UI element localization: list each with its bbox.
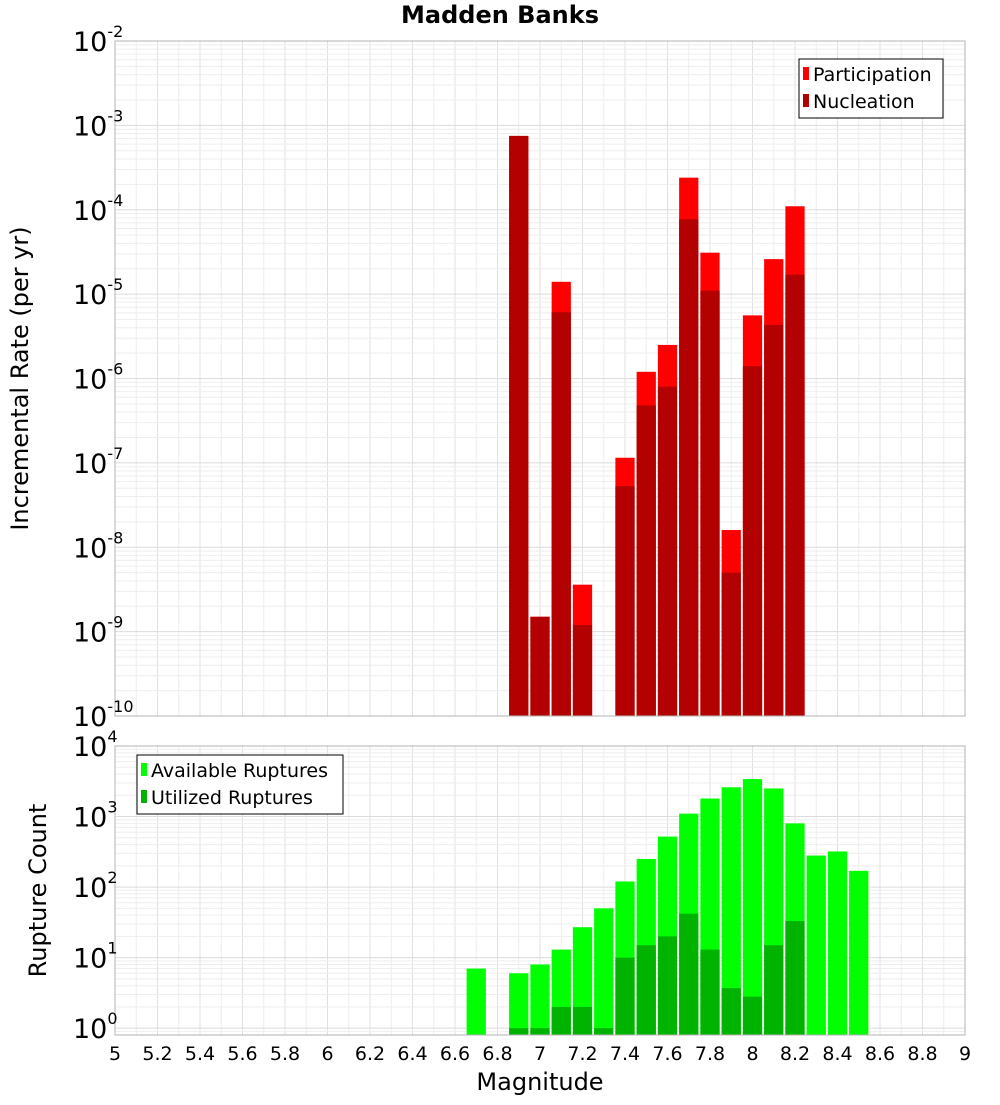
x-tick-label: 6 bbox=[321, 1043, 333, 1065]
rate-plot: 10-10 10-9 10-8 10-7 10-6 10-5 10-4 10-3 10-2 Inc… bbox=[6, 22, 966, 733]
utilized-ruptures-bar bbox=[594, 1028, 614, 1035]
legend-label: Utilized Ruptures bbox=[151, 787, 313, 809]
utilized-ruptures-bar bbox=[700, 949, 720, 1035]
y-tick-label: 10-5 bbox=[73, 275, 123, 311]
x-tick-label: 8.8 bbox=[907, 1043, 937, 1065]
legend-box bbox=[798, 58, 944, 119]
utilized-ruptures-bar bbox=[679, 913, 699, 1035]
available-ruptures-bar bbox=[594, 908, 614, 1035]
x-tick-label: 5.6 bbox=[227, 1043, 257, 1065]
nucleation-bar bbox=[764, 325, 784, 716]
nucleation-bar bbox=[679, 219, 699, 717]
x-tick-label: 8.6 bbox=[865, 1043, 895, 1065]
available-ruptures-bar bbox=[721, 787, 741, 1035]
x-tick-label: 6.8 bbox=[482, 1043, 512, 1065]
legend-swatch bbox=[803, 67, 809, 80]
x-tick-label: 5.2 bbox=[142, 1043, 172, 1065]
utilized-ruptures-bar bbox=[764, 945, 784, 1035]
y-tick-label: 102 bbox=[73, 868, 118, 904]
utilized-ruptures-bar bbox=[721, 988, 741, 1035]
y-tick-label: 10-10 bbox=[73, 697, 134, 733]
nucleation-bar bbox=[636, 405, 656, 716]
available-ruptures-bar bbox=[509, 973, 529, 1035]
y-tick-label: 103 bbox=[73, 798, 118, 834]
x-tick-label: 7.4 bbox=[610, 1043, 640, 1065]
legend-swatch bbox=[803, 94, 809, 107]
available-ruptures-bar bbox=[742, 779, 763, 1035]
x-tick-label: 5 bbox=[109, 1043, 121, 1065]
y-tick-label: 10-6 bbox=[73, 360, 123, 396]
legend-swatch bbox=[141, 763, 147, 776]
utilized-ruptures-bar bbox=[572, 1006, 593, 1035]
nucleation-bar bbox=[509, 135, 529, 717]
nucleation-bar bbox=[572, 624, 593, 716]
utilized-ruptures-bar bbox=[742, 996, 763, 1035]
x-tick-label: 7.6 bbox=[652, 1043, 682, 1065]
x-tick-label: 7.2 bbox=[567, 1043, 597, 1065]
x-tick-label: 6.4 bbox=[397, 1043, 427, 1065]
y-tick-label: 10-8 bbox=[73, 528, 123, 564]
y-tick-label: 10-2 bbox=[73, 22, 123, 58]
x-tick-label: 9 bbox=[959, 1043, 971, 1065]
chart-title: Madden Banks bbox=[401, 1, 599, 29]
utilized-ruptures-bar bbox=[636, 945, 656, 1035]
available-ruptures-bar bbox=[530, 964, 550, 1035]
utilized-ruptures-bar bbox=[657, 936, 678, 1035]
utilized-ruptures-bar bbox=[551, 1006, 571, 1035]
rupture-count-plot: 100 101 102 103 104 Rupture Count 5 5.2 5.4 5.6 5.… bbox=[24, 727, 971, 1065]
legend-label: Nucleation bbox=[813, 91, 915, 113]
y-tick-label: 100 bbox=[73, 1009, 118, 1045]
available-ruptures-bar bbox=[466, 968, 486, 1035]
legend-swatch bbox=[141, 790, 147, 803]
x-axis-label: Magnitude bbox=[476, 1068, 603, 1096]
x-tick-label: 8.2 bbox=[780, 1043, 810, 1065]
x-tick-label: 7.8 bbox=[695, 1043, 725, 1065]
utilized-ruptures-bar bbox=[785, 921, 805, 1035]
available-ruptures-bar bbox=[849, 870, 869, 1035]
legend-label: Available Ruptures bbox=[151, 760, 328, 782]
nucleation-bar bbox=[721, 572, 741, 716]
x-tick-label: 6.6 bbox=[440, 1043, 470, 1065]
x-tick-label: 7 bbox=[534, 1043, 546, 1065]
y-tick-label: 101 bbox=[73, 939, 118, 975]
utilized-ruptures-bar bbox=[530, 1028, 550, 1035]
plot-frame bbox=[114, 40, 966, 717]
y-axis-label: Incremental Rate (per yr) bbox=[6, 226, 34, 530]
nucleation-bar bbox=[785, 274, 805, 716]
x-tick-label: 5.8 bbox=[270, 1043, 300, 1065]
y-tick-label: 10-4 bbox=[73, 191, 123, 227]
x-tick-label: 8 bbox=[746, 1043, 758, 1065]
plot-frame bbox=[114, 745, 966, 1036]
y-tick-label: 10-7 bbox=[73, 444, 123, 480]
x-tick-label: 5.4 bbox=[185, 1043, 215, 1065]
utilized-ruptures-bar bbox=[509, 1028, 529, 1035]
x-tick-label: 6.2 bbox=[355, 1043, 385, 1065]
y-axis-label: Rupture Count bbox=[24, 804, 52, 978]
utilized-ruptures-bar bbox=[615, 957, 635, 1035]
nucleation-bar bbox=[615, 486, 635, 716]
legend-box bbox=[136, 754, 344, 815]
nucleation-bar bbox=[742, 366, 763, 716]
x-tick-label: 8.4 bbox=[822, 1043, 852, 1065]
y-tick-label: 10-3 bbox=[73, 106, 123, 142]
available-ruptures-bar bbox=[827, 851, 848, 1035]
available-ruptures-bar bbox=[806, 855, 826, 1035]
nucleation-bar bbox=[657, 386, 678, 716]
y-tick-label: 10-9 bbox=[73, 613, 123, 649]
y-tick-label: 104 bbox=[73, 727, 118, 763]
nucleation-bar bbox=[700, 290, 720, 716]
nucleation-bar bbox=[530, 616, 550, 716]
nucleation-bar bbox=[551, 312, 571, 716]
legend-label: Participation bbox=[813, 64, 932, 86]
